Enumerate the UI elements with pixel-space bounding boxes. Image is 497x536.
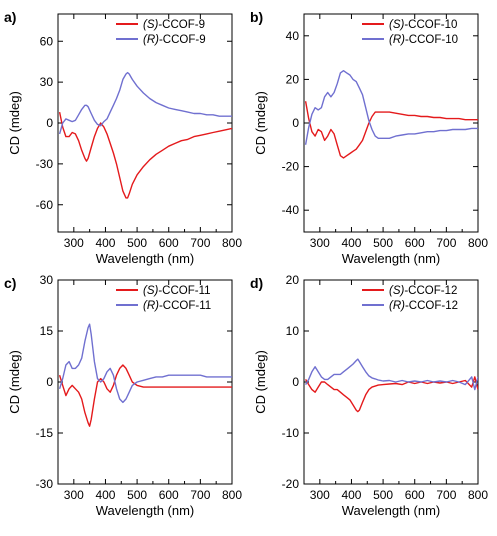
x-tick-label-c: 600 (159, 488, 179, 502)
x-tick-label-d: 700 (436, 488, 456, 502)
legend-prefix: (R) (143, 300, 159, 312)
series-line-d-s (304, 376, 478, 413)
y-axis-label-d: CD (mdeg) (253, 350, 268, 414)
x-tick-label-a: 800 (222, 236, 242, 250)
y-tick-label-c: -30 (36, 477, 54, 491)
legend-prefix: (S) (143, 285, 159, 297)
x-tick-label-a: 300 (64, 236, 84, 250)
y-tick-label-d: 0 (292, 375, 299, 389)
legend-prefix: (R) (389, 300, 405, 312)
x-tick-label-d: 500 (373, 488, 393, 502)
panel-label-b: b) (250, 9, 263, 25)
y-tick-label-b: 20 (286, 72, 300, 86)
x-tick-label-a: 400 (95, 236, 115, 250)
y-axis-label-c: CD (mdeg) (7, 350, 22, 414)
x-tick-label-c: 800 (222, 488, 242, 502)
y-tick-label-b: 0 (292, 116, 299, 130)
legend-entry-a-r: (R)-CCOF-9 (143, 34, 206, 46)
panel-b: 300 400 500 600 700 800 -40 -20 0 20 40 Wavelength … (250, 9, 488, 266)
y-axis-label-a: CD (mdeg) (7, 91, 22, 155)
x-tick-label-c: 400 (95, 488, 115, 502)
x-axis-label-c: Wavelength (nm) (96, 503, 195, 518)
x-tick-label-d: 600 (405, 488, 425, 502)
y-tick-label-a: -60 (36, 198, 54, 212)
legend-prefix: (R) (389, 34, 405, 46)
y-tick-label-b: -40 (282, 203, 300, 217)
legend-prefix: (R) (143, 34, 159, 46)
y-tick-label-d: -10 (282, 426, 300, 440)
legend-suffix: -CCOF-10 (405, 34, 458, 46)
series-line-a-r (58, 71, 232, 135)
y-tick-label-c: 30 (40, 273, 54, 287)
x-tick-label-b: 300 (310, 236, 330, 250)
x-tick-label-b: 800 (468, 236, 488, 250)
legend-suffix: -CCOF-12 (404, 285, 457, 297)
x-tick-label-c: 300 (64, 488, 84, 502)
x-tick-label-d: 400 (341, 488, 361, 502)
x-tick-label-d: 800 (468, 488, 488, 502)
y-tick-label-c: 15 (40, 324, 54, 338)
series-line-b-r (304, 70, 478, 145)
x-tick-label-d: 300 (310, 488, 330, 502)
x-tick-label-b: 700 (436, 236, 456, 250)
panel-c: 300 400 500 600 700 800 -30 -15 0 15 30 Wavelength … (4, 273, 242, 518)
x-tick-label-c: 500 (127, 488, 147, 502)
panel-label-d: d) (250, 275, 263, 291)
x-tick-label-a: 600 (159, 236, 179, 250)
legend-suffix: -CCOF-9 (158, 19, 205, 31)
plot-frame-b (303, 13, 479, 233)
x-axis-label-b: Wavelength (nm) (342, 251, 441, 266)
y-tick-label-d: -20 (282, 477, 300, 491)
legend-prefix: (S) (389, 285, 405, 297)
y-tick-label-d: 10 (286, 324, 300, 338)
y-tick-label-c: -15 (36, 426, 54, 440)
x-axis-label-a: Wavelength (nm) (96, 251, 195, 266)
y-tick-label-b: 40 (286, 29, 300, 43)
x-tick-label-c: 700 (190, 488, 210, 502)
panel-label-a: a) (4, 9, 16, 25)
panel-d: 300 400 500 600 700 800 -20 -10 0 10 20 Wavelength … (250, 273, 488, 518)
legend-entry-b-r: (R)-CCOF-10 (389, 34, 458, 46)
y-tick-label-a: 60 (40, 34, 54, 48)
x-tick-label-a: 500 (127, 236, 147, 250)
series-line-c-s (58, 364, 232, 427)
legend-suffix: -CCOF-11 (159, 300, 211, 312)
series-line-b-s (304, 101, 478, 159)
x-tick-label-a: 700 (190, 236, 210, 250)
y-tick-label-a: 30 (40, 75, 54, 89)
legend-suffix: -CCOF-9 (159, 34, 206, 46)
legend-prefix: (S) (389, 19, 405, 31)
y-tick-label-b: -20 (282, 160, 300, 174)
legend-entry-b-s: (S)-CCOF-10 (389, 19, 457, 31)
series-line-d-r (304, 358, 478, 391)
y-tick-label-c: 0 (46, 375, 53, 389)
x-tick-label-b: 600 (405, 236, 425, 250)
legend-suffix: -CCOF-10 (404, 19, 457, 31)
plot-frame-a (57, 13, 233, 233)
series-line-a-s (58, 111, 232, 199)
series-line-c-r (58, 323, 232, 404)
panel-label-c: c) (4, 275, 16, 291)
x-tick-label-b: 400 (341, 236, 361, 250)
legend-entry-c-r: (R)-CCOF-11 (143, 300, 211, 312)
legend-suffix: -CCOF-12 (405, 300, 458, 312)
legend-prefix: (S) (143, 19, 159, 31)
panel-a: 300 400 500 600 700 800 -60 -30 0 30 60 Wavelength … (4, 9, 242, 266)
x-axis-label-d: Wavelength (nm) (342, 503, 441, 518)
legend-entry-d-r: (R)-CCOF-12 (389, 300, 458, 312)
legend-entry-d-s: (S)-CCOF-12 (389, 285, 457, 297)
legend-suffix: -CCOF-11 (158, 285, 210, 297)
y-tick-label-d: 20 (286, 273, 300, 287)
y-axis-label-b: CD (mdeg) (253, 91, 268, 155)
y-tick-label-a: -30 (36, 157, 54, 171)
x-tick-label-b: 500 (373, 236, 393, 250)
y-tick-label-a: 0 (46, 116, 53, 130)
legend-entry-a-s: (S)-CCOF-9 (143, 19, 205, 31)
legend-entry-c-s: (S)-CCOF-11 (143, 285, 211, 297)
